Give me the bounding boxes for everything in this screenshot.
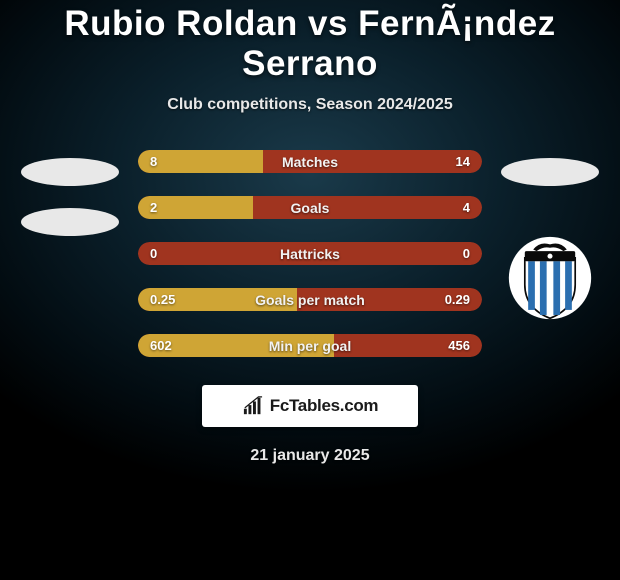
player-photo-placeholder	[501, 158, 599, 186]
bar-left-segment	[138, 334, 334, 357]
bar-chart-icon	[242, 396, 264, 416]
bar-left-segment	[138, 288, 297, 311]
stat-bar: 814Matches	[138, 150, 482, 173]
page-subtitle: Club competitions, Season 2024/2025	[0, 96, 620, 114]
bar-left-segment	[138, 150, 263, 173]
stat-bar: 24Goals	[138, 196, 482, 219]
club-logo-placeholder	[21, 208, 119, 236]
watermark-text: FcTables.com	[270, 396, 379, 416]
shield-icon	[508, 236, 592, 320]
stats-bars: 814Matches 24Goals 00Hattricks 0.250.29Goal…	[138, 150, 482, 357]
player-photo-placeholder	[21, 158, 119, 186]
stat-bar: 0.250.29Goals per match	[138, 288, 482, 311]
content-row: 814Matches 24Goals 00Hattricks 0.250.29Goal…	[0, 150, 620, 357]
infographic-root: Rubio Roldan vs FernÃ¡ndez Serrano Club …	[0, 0, 620, 580]
club-shield-logo	[508, 236, 592, 320]
bar-left-segment	[138, 196, 253, 219]
stat-bar: 602456Min per goal	[138, 334, 482, 357]
watermark-badge: FcTables.com	[202, 385, 418, 427]
left-player-column	[20, 150, 120, 236]
page-title: Rubio Roldan vs FernÃ¡ndez Serrano	[0, 4, 620, 84]
bar-right-segment	[138, 242, 482, 265]
stat-bar: 00Hattricks	[138, 242, 482, 265]
footer-date: 21 january 2025	[0, 447, 620, 465]
right-player-column	[500, 150, 600, 320]
